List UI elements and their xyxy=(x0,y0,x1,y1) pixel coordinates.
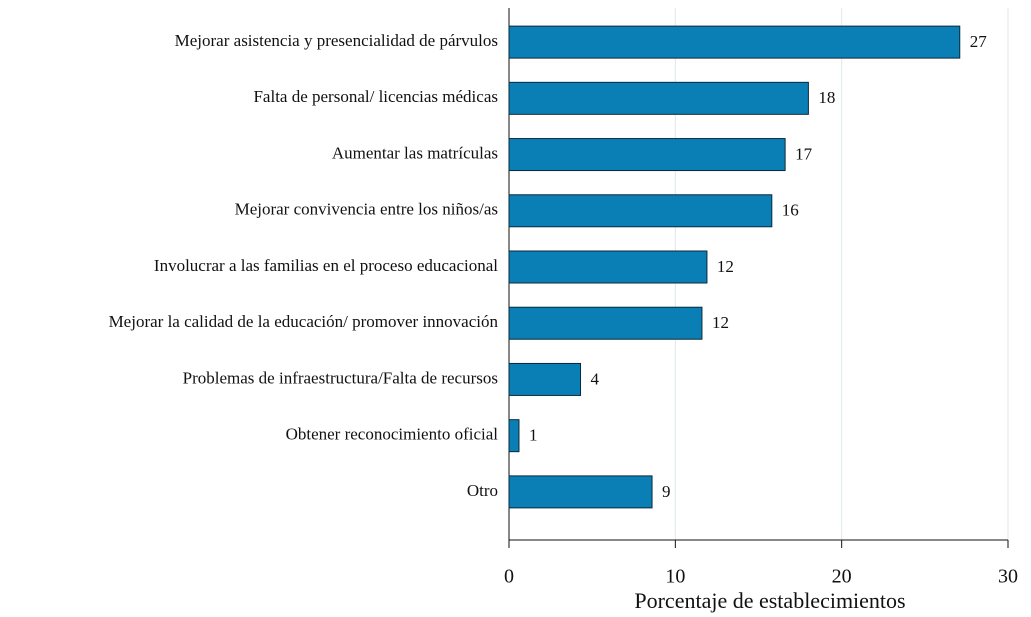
y-tick-label: Problemas de infraestructura/Falta de re… xyxy=(183,368,498,387)
x-tick-label: 10 xyxy=(665,566,685,588)
bar xyxy=(508,306,703,340)
y-tick-label: Obtener reconocimiento oficial xyxy=(286,425,499,444)
value-label: 9 xyxy=(662,482,671,501)
y-tick-label: Mejorar convivencia entre los niños/as xyxy=(235,200,498,219)
value-label: 12 xyxy=(717,257,734,276)
value-label: 16 xyxy=(782,201,799,220)
x-tick-label: 20 xyxy=(832,566,852,588)
bar xyxy=(508,362,582,396)
bar xyxy=(508,250,708,284)
x-tick-label: 0 xyxy=(504,566,514,588)
y-tick-label: Otro xyxy=(467,481,498,500)
value-label: 18 xyxy=(818,88,835,107)
y-tick-label: Mejorar asistencia y presencialidad de p… xyxy=(175,31,498,50)
x-tick-label: 30 xyxy=(998,566,1018,588)
y-tick-label: Aumentar las matrículas xyxy=(332,143,498,162)
x-axis-label: Porcentaje de establecimientos xyxy=(634,588,905,613)
value-label: 4 xyxy=(591,369,600,388)
value-label: 1 xyxy=(529,426,538,445)
value-label: 17 xyxy=(795,144,813,163)
bar xyxy=(508,475,653,509)
y-tick-label: Involucrar a las familias en el proceso … xyxy=(154,256,498,275)
bar xyxy=(508,419,520,453)
value-label: 12 xyxy=(712,313,729,332)
y-tick-label: Mejorar la calidad de la educación/ prom… xyxy=(109,312,499,331)
y-tick-label: Falta de personal/ licencias médicas xyxy=(253,87,498,106)
bar xyxy=(508,194,773,228)
bar xyxy=(508,138,786,172)
value-label: 27 xyxy=(970,32,988,51)
bar xyxy=(508,81,809,115)
bar xyxy=(508,25,961,59)
